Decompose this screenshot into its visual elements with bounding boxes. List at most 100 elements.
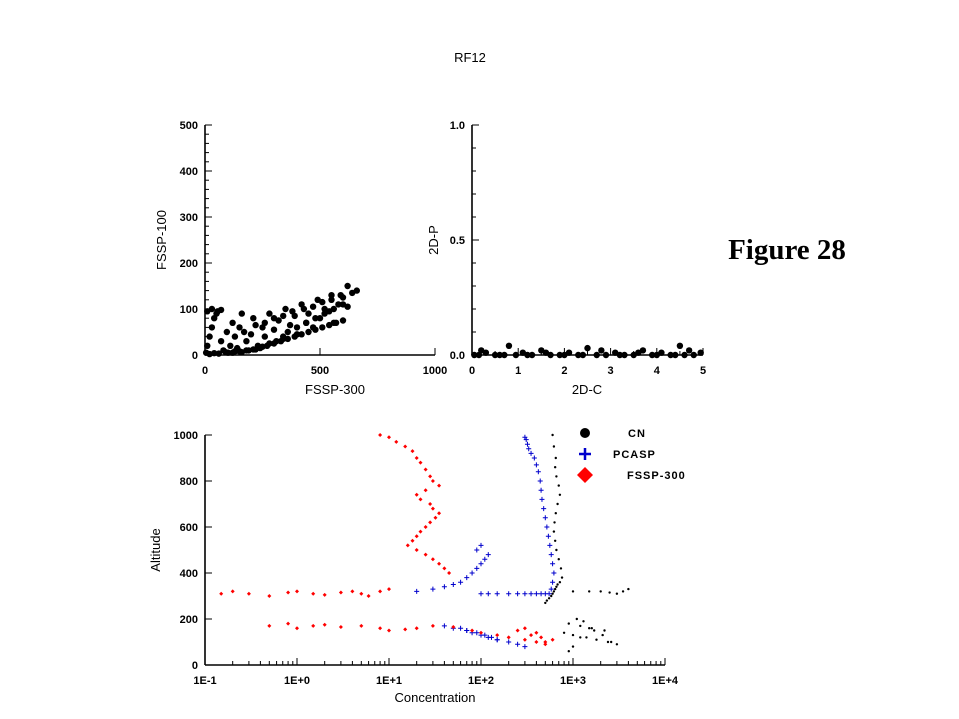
- data-point: [609, 640, 613, 644]
- data-point: [267, 623, 272, 628]
- data-point: [550, 637, 555, 642]
- data-point: [482, 632, 488, 638]
- y-axis-title: 2D-P: [426, 225, 441, 255]
- data-point: [418, 529, 423, 534]
- data-point: [441, 623, 447, 629]
- data-point: [286, 590, 291, 595]
- data-point: [344, 282, 351, 290]
- data-point: [648, 351, 656, 359]
- legend-label: FSSP-300: [627, 470, 686, 482]
- data-point: [494, 637, 500, 643]
- data-point: [286, 621, 291, 626]
- series-fssp-300: [219, 433, 555, 647]
- data-point: [447, 571, 452, 575]
- data-point: [567, 650, 570, 653]
- data-point: [554, 456, 557, 460]
- data-point: [291, 333, 298, 340]
- data-point: [270, 326, 278, 333]
- y-tick-label: 600: [180, 522, 198, 534]
- data-point: [621, 590, 625, 593]
- data-point: [598, 347, 605, 354]
- data-point: [437, 511, 442, 516]
- data-point: [259, 343, 266, 350]
- data-point: [506, 639, 512, 645]
- data-point: [488, 634, 494, 640]
- x-tick-label: 1E-1: [193, 675, 216, 687]
- data-point: [204, 342, 211, 349]
- data-point: [403, 444, 408, 449]
- data-point: [414, 534, 419, 539]
- data-point: [464, 575, 470, 581]
- data-point: [474, 547, 480, 553]
- data-point: [501, 351, 508, 359]
- data-point: [280, 333, 287, 340]
- legend-marker-fssp-300: [577, 467, 593, 483]
- data-point: [567, 622, 570, 625]
- data-point: [474, 565, 480, 571]
- x-tick-label: 1E+0: [284, 675, 310, 687]
- data-point: [515, 591, 521, 597]
- data-point: [293, 324, 301, 331]
- data-point: [470, 628, 475, 633]
- data-point: [295, 589, 299, 594]
- data-point: [601, 633, 604, 637]
- data-point: [359, 591, 364, 596]
- data-point: [428, 474, 433, 479]
- data-point: [236, 324, 243, 331]
- data-point: [339, 301, 347, 308]
- data-point: [485, 552, 491, 558]
- data-point: [451, 625, 456, 630]
- data-point: [418, 497, 423, 502]
- data-point: [562, 631, 566, 634]
- data-point: [479, 630, 483, 635]
- y-tick-label: 400: [180, 568, 198, 580]
- data-point: [247, 331, 255, 338]
- data-point: [423, 467, 428, 472]
- y-tick-label: 400: [180, 166, 198, 178]
- data-point: [211, 349, 218, 357]
- data-point: [555, 548, 558, 552]
- x-tick-label: 1E+3: [560, 675, 586, 687]
- figure-title: RF12: [454, 50, 486, 65]
- data-point: [478, 542, 484, 548]
- data-point: [512, 351, 520, 359]
- data-point: [528, 591, 534, 597]
- y-tick-label: 1.0: [450, 120, 465, 132]
- x-tick-label: 1E+2: [468, 675, 494, 687]
- data-point: [571, 590, 575, 593]
- data-point: [261, 333, 268, 340]
- data-point: [252, 321, 259, 329]
- data-point: [414, 588, 420, 594]
- data-point: [335, 301, 342, 308]
- data-point: [319, 298, 326, 306]
- data-point: [303, 319, 310, 326]
- data-point: [552, 445, 556, 448]
- figure-label: Figure 28: [728, 234, 846, 266]
- data-point: [556, 583, 559, 586]
- data-point: [524, 441, 530, 447]
- data-point: [482, 556, 488, 562]
- series-cn: [544, 433, 630, 653]
- data-point: [515, 641, 521, 647]
- data-point: [547, 597, 551, 600]
- legend: CN PCASP FSSP-300: [577, 428, 686, 483]
- data-point: [550, 594, 553, 598]
- data-point: [672, 351, 679, 359]
- data-point: [312, 326, 319, 333]
- data-point: [240, 328, 248, 336]
- chart-2d: 0.0 0.5 1.0 0 1 2 3 4 5 2D-C 2D-P: [426, 120, 706, 397]
- data-point: [542, 515, 548, 521]
- data-point: [528, 450, 534, 456]
- data-point: [544, 601, 547, 605]
- data-point: [537, 478, 543, 484]
- data-point: [305, 310, 312, 317]
- data-point: [359, 623, 364, 628]
- data-point: [206, 333, 213, 340]
- data-point: [474, 630, 480, 636]
- data-point: [553, 587, 557, 591]
- data-point: [534, 640, 539, 644]
- data-point: [230, 589, 235, 594]
- data-point: [353, 287, 360, 294]
- data-point: [553, 539, 557, 542]
